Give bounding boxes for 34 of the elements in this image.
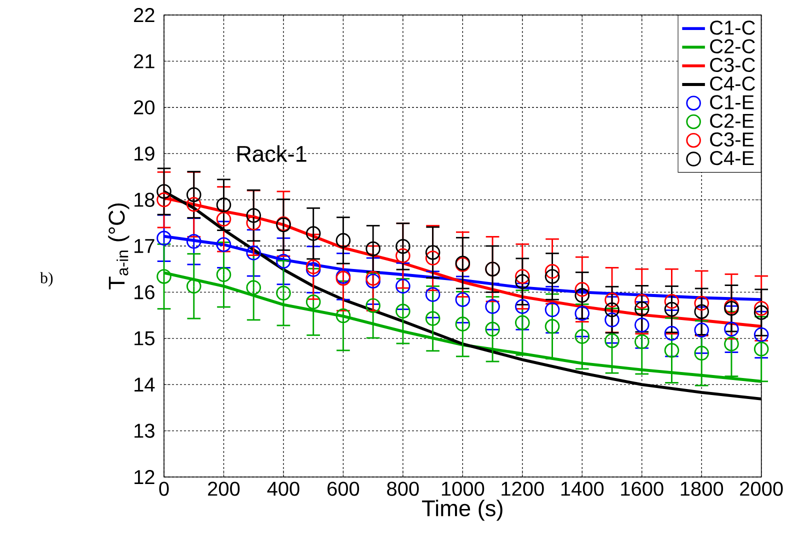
y-tick-label: 18 xyxy=(134,192,154,207)
x-tick-label: 1600 xyxy=(621,482,664,496)
text: b) xyxy=(40,272,53,287)
legend-label: C1-C xyxy=(710,20,755,35)
legend-label: C2-E xyxy=(710,114,754,128)
x-tick-label: 1800 xyxy=(680,482,724,496)
legend-label: C2-C xyxy=(710,39,755,54)
y-tick-label: 21 xyxy=(134,54,154,68)
y-tick-label: 14 xyxy=(134,378,155,392)
y-tick-label: 17 xyxy=(134,239,154,253)
x-tick-label: 0 xyxy=(159,482,169,496)
legend-label: C3-E xyxy=(710,132,754,147)
x-tick-label: 200 xyxy=(208,482,240,496)
y-tick-label: 15 xyxy=(134,331,154,346)
y-tick-label: 22 xyxy=(134,8,154,22)
x-tick-label: 1200 xyxy=(502,482,544,496)
x-tick-label: 2000 xyxy=(740,482,783,496)
x-axis-title: Time (s) xyxy=(422,500,502,521)
legend-label: C3-C xyxy=(710,58,755,72)
x-tick-label: 400 xyxy=(267,482,300,496)
annotation: Rack-1 xyxy=(237,145,306,162)
y-tick-label: 16 xyxy=(134,285,154,300)
x-tick-label: 1000 xyxy=(442,482,484,496)
y-tick-label: 19 xyxy=(134,146,154,161)
x-tick-label: 1400 xyxy=(561,482,604,496)
legend-label: C4-C xyxy=(710,76,755,91)
legend-label: C1-E xyxy=(710,95,754,110)
legend-label: C4-E xyxy=(710,151,754,166)
y-tick-label: 20 xyxy=(134,100,154,114)
x-tick-label: 600 xyxy=(328,482,360,496)
y-axis-title: T$_{a-in}$ (°C) xyxy=(108,204,130,290)
x-tick-label: 800 xyxy=(387,482,419,496)
y-tick-label: 12 xyxy=(134,470,154,484)
y-tick-label: 13 xyxy=(134,424,154,438)
